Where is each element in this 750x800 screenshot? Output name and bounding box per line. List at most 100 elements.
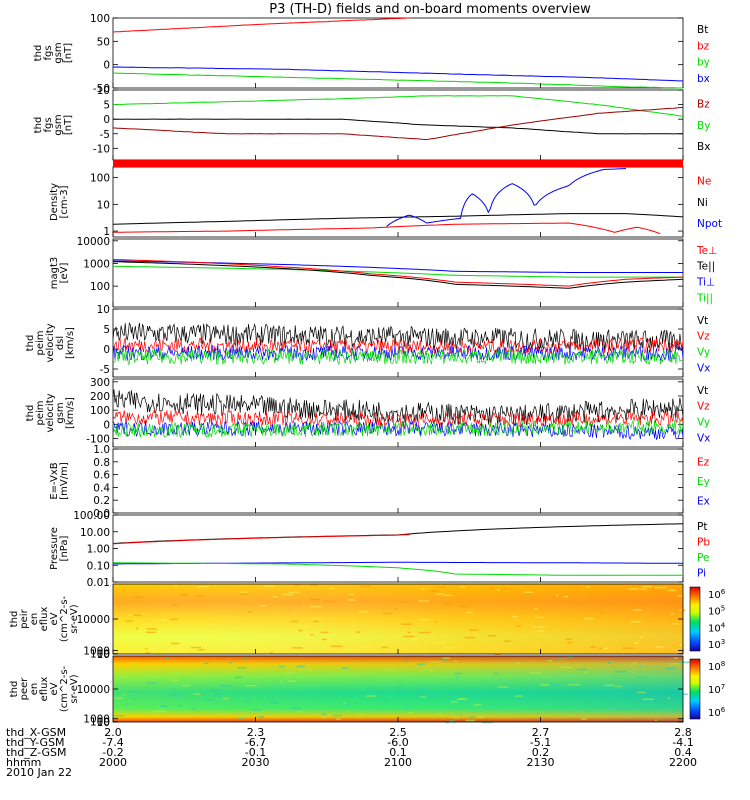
- spectrogram-speckle: [144, 648, 148, 650]
- spectrogram-speckle: [190, 646, 201, 649]
- spectrogram-speckle: [619, 692, 624, 695]
- y-tick-label: 1.0: [93, 444, 110, 456]
- y-tick-label: 1000: [83, 714, 110, 726]
- colorbar-tick-base: 10: [708, 607, 721, 618]
- colorbar-tick-label: 103: [708, 638, 725, 651]
- spectrogram-speckle: [572, 698, 579, 700]
- spectrogram-speckle: [560, 666, 572, 669]
- spectrogram-speckle: [300, 694, 304, 696]
- spectrogram-speckle: [517, 699, 527, 702]
- y-tick-label: 10: [97, 304, 110, 316]
- spectrogram-speckle: [539, 720, 543, 723]
- colorbar-tick-exp: 6: [721, 588, 726, 596]
- spectrogram-speckle: [431, 590, 439, 593]
- spectrogram-speckle: [223, 697, 230, 700]
- spectrogram-speckle: [583, 671, 588, 673]
- legend-entry: Vy: [697, 417, 710, 429]
- spectrogram-speckle: [171, 688, 176, 690]
- spectrogram-speckle: [113, 715, 125, 717]
- spectrogram-speckle: [128, 614, 134, 616]
- y-axis-label-line: Pressure: [49, 527, 60, 570]
- ephemeris-value: 2.8: [674, 726, 692, 739]
- spectrogram-speckle: [293, 612, 297, 615]
- spectrogram-speckle: [372, 687, 375, 689]
- spectrogram-speckle: [233, 646, 241, 648]
- y-tick-label: 0.10: [87, 560, 110, 572]
- spectrogram-speckle: [487, 634, 497, 637]
- spectrogram-speckle: [456, 676, 460, 678]
- spectrogram-speckle: [168, 694, 181, 696]
- legend-entry: Ti||: [696, 292, 713, 304]
- spectrogram-speckle: [210, 689, 220, 691]
- ephemeris-value: -7.4: [102, 736, 123, 749]
- y-axis-label-line: peer: [19, 677, 30, 701]
- spectrogram-speckle: [330, 645, 343, 647]
- y-axis-label: E=-VxB[mV/m]: [49, 462, 70, 500]
- spectrogram-speckle: [331, 714, 342, 717]
- legend-entry: By: [697, 120, 710, 132]
- spectrogram-speckle: [416, 688, 426, 690]
- panels-layer: 100500-50thdfgsgsm[nT]Btbzbybx1050-5-10t…: [9, 13, 726, 729]
- y-tick-label: 1000: [83, 646, 110, 658]
- spectrogram-speckle: [550, 683, 559, 686]
- spectrogram-speckle: [298, 626, 308, 628]
- y-axis-label-line: thd: [33, 117, 44, 134]
- spectrogram-speckle: [599, 612, 604, 614]
- spectrogram-speckle: [321, 638, 327, 641]
- ephemeris-value: -0.1: [245, 746, 266, 759]
- spectrogram-speckle: [602, 647, 610, 650]
- y-axis-label-line: eV: [49, 612, 60, 625]
- spectrogram-speckle: [237, 667, 247, 669]
- spectrogram-speckle: [590, 646, 596, 648]
- colorbar: [689, 658, 701, 720]
- y-tick-label: 0.2: [93, 495, 110, 507]
- spectrogram-speckle: [584, 617, 594, 620]
- series-By: [112, 95, 684, 117]
- spectrogram-speckle: [442, 657, 450, 659]
- y-axis-label-line: [km/s]: [65, 397, 76, 429]
- spectrogram-speckle: [454, 660, 458, 662]
- spectrogram-speckle: [132, 614, 142, 616]
- spectrogram-speckle: [410, 638, 419, 640]
- y-axis-label-line: thd: [9, 681, 20, 698]
- panel-6: 300 200 100 0 -100 thdpeimvelocitygsm[km/s] Vt…: [25, 377, 710, 448]
- y-axis-label-line: [nT]: [63, 115, 74, 135]
- colorbar-tick-base: 10: [708, 640, 721, 651]
- y-axis-label: thdfgsgsm[nT]: [33, 114, 74, 135]
- spectrogram-speckle: [670, 663, 679, 665]
- spectrogram-speckle: [174, 585, 178, 587]
- spectrogram-speckle: [214, 693, 222, 695]
- spectrogram-speckle: [585, 586, 590, 588]
- spectrogram-speckle: [384, 700, 388, 702]
- spectrogram-speckle: [441, 659, 445, 661]
- spectrogram-speckle: [422, 651, 426, 653]
- spectrogram-speckle: [294, 584, 300, 586]
- legend-entry: Ex: [697, 495, 710, 507]
- spectrogram-speckle: [360, 585, 372, 588]
- spectrogram-speckle: [435, 621, 438, 624]
- panel-8: 100.00 10.00 1.00 0.10 0.01 Pressure[nPa] Pt Pb…: [49, 510, 710, 589]
- legend-entry: Pb: [697, 536, 710, 548]
- spectrogram-speckle: [673, 657, 678, 659]
- series-Ti||: [112, 265, 683, 278]
- panel-frame: [112, 89, 684, 161]
- y-axis-label-line: peir: [19, 608, 30, 628]
- y-axis-label-line: [nT]: [63, 43, 74, 63]
- legend-entry: Bz: [697, 99, 710, 111]
- spectrogram-speckle: [474, 634, 478, 636]
- spectrogram-speckle: [171, 632, 180, 635]
- spectrogram-speckle: [543, 601, 547, 604]
- ephemeris-value: 2.5: [389, 726, 407, 739]
- spectrogram-speckle: [136, 596, 143, 599]
- spectrogram-speckle: [670, 613, 675, 615]
- colorbar-tick-label: 106: [708, 588, 726, 601]
- ephemeris-row-label: thd_Z-GSM: [6, 746, 66, 759]
- y-axis-label-line: en: [29, 613, 40, 626]
- y-axis-label-line: gsm: [53, 42, 64, 63]
- spectrogram-speckle: [358, 611, 368, 613]
- series-bx: [112, 66, 683, 82]
- spectrogram-speckle: [171, 604, 179, 607]
- spectrogram-speckle: [403, 635, 415, 638]
- y-axis-label-line: [eV]: [59, 263, 70, 284]
- panel-2: 10 5 0 -5 -10 thdfgsgsm[nT] Bz By Bx: [33, 85, 710, 161]
